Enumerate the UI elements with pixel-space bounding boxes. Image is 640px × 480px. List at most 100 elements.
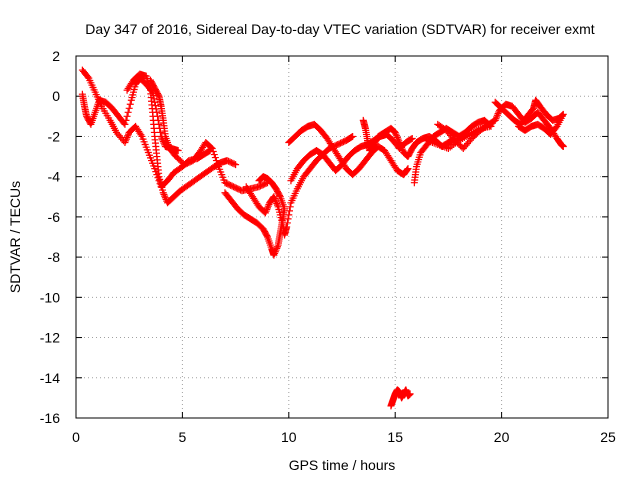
data-point — [395, 138, 403, 146]
data-point — [516, 123, 524, 131]
data-point — [161, 192, 169, 200]
data-point — [395, 137, 403, 145]
x-axis-label: GPS time / hours — [289, 457, 396, 473]
data-point — [270, 193, 278, 201]
data-point — [398, 144, 406, 152]
data-point — [286, 203, 294, 211]
data-point — [494, 110, 502, 118]
data-point — [515, 122, 523, 130]
data-point — [264, 204, 272, 212]
y-tick-label: 0 — [52, 88, 60, 104]
data-point — [272, 246, 280, 254]
x-tick-label: 10 — [281, 429, 297, 445]
data-point — [273, 201, 281, 209]
data-point — [126, 100, 134, 108]
y-tick-label: -8 — [48, 249, 61, 265]
data-point — [493, 113, 501, 121]
data-point — [406, 390, 414, 398]
data-point — [207, 144, 215, 152]
data-point — [271, 249, 279, 257]
data-point — [285, 211, 293, 219]
y-tick-label: -16 — [40, 410, 60, 426]
data-point — [271, 248, 279, 256]
data-point — [283, 219, 291, 227]
data-point — [122, 137, 130, 145]
data-point — [263, 232, 271, 240]
data-point — [392, 130, 400, 138]
data-point — [122, 116, 130, 124]
series-11 — [434, 100, 567, 153]
data-point — [491, 116, 499, 124]
y-tick-label: -4 — [48, 169, 61, 185]
data-point — [124, 132, 132, 140]
data-point — [156, 128, 164, 136]
x-tick-label: 5 — [179, 429, 187, 445]
data-point — [403, 166, 411, 174]
data-point — [271, 194, 279, 202]
data-point — [232, 161, 240, 169]
data-point — [273, 243, 281, 251]
data-point — [159, 189, 167, 197]
data-point — [397, 142, 405, 150]
data-point — [349, 132, 357, 140]
series-3 — [123, 70, 240, 207]
data-point — [264, 202, 272, 210]
data-point — [270, 251, 278, 259]
series-1 — [78, 66, 214, 191]
data-point — [272, 198, 280, 206]
y-axis-label: SDTVAR / TECUs — [7, 181, 23, 293]
data-point — [286, 207, 294, 215]
data-point — [210, 151, 218, 159]
data-point — [121, 120, 129, 128]
data-point — [121, 138, 129, 146]
data-point — [137, 131, 145, 139]
series-7 — [285, 120, 412, 179]
data-point — [263, 206, 271, 214]
y-tick-label: -2 — [48, 128, 61, 144]
data-point — [559, 143, 567, 150]
data-point — [209, 148, 217, 156]
data-point — [261, 209, 269, 217]
data-point — [256, 175, 264, 183]
data-point — [151, 102, 159, 110]
x-tick-label: 15 — [387, 429, 403, 445]
data-point — [256, 176, 264, 184]
data-point — [174, 147, 182, 155]
data-point — [262, 207, 270, 215]
y-tick-labels: 2 0 -2 -4 -6 -8 -10 -12 -14 -16 — [40, 48, 60, 426]
data-series — [78, 66, 567, 410]
data-point — [255, 177, 263, 185]
y-tick-label: -12 — [40, 330, 60, 346]
plot-frame — [75, 55, 609, 419]
x-tick-label: 0 — [72, 429, 80, 445]
data-point — [230, 160, 238, 168]
data-point — [154, 91, 162, 99]
data-point — [124, 108, 132, 116]
data-point — [423, 136, 431, 144]
chart-title: Day 347 of 2016, Sidereal Day-to-day VTE… — [85, 21, 594, 37]
data-point — [493, 111, 501, 119]
data-point — [122, 135, 130, 143]
y-tick-label: -14 — [40, 370, 60, 386]
data-point — [125, 104, 133, 112]
x-tick-label: 25 — [600, 429, 616, 445]
data-point — [123, 133, 131, 141]
y-tick-label: 2 — [52, 48, 60, 64]
data-point — [283, 223, 291, 231]
series-5 — [221, 173, 289, 259]
x-tick-label: 20 — [494, 429, 510, 445]
data-point — [408, 134, 416, 142]
data-point — [212, 157, 220, 165]
data-point — [160, 190, 168, 198]
data-point — [214, 160, 222, 168]
series-6 — [242, 132, 357, 239]
data-point — [84, 73, 92, 81]
data-point — [161, 194, 169, 202]
data-point — [211, 154, 219, 162]
axis-ticks — [75, 55, 609, 419]
data-point — [396, 140, 404, 148]
data-point — [404, 165, 412, 173]
x-tick-labels: 0 5 10 15 20 25 — [72, 429, 616, 445]
data-point — [273, 199, 281, 207]
